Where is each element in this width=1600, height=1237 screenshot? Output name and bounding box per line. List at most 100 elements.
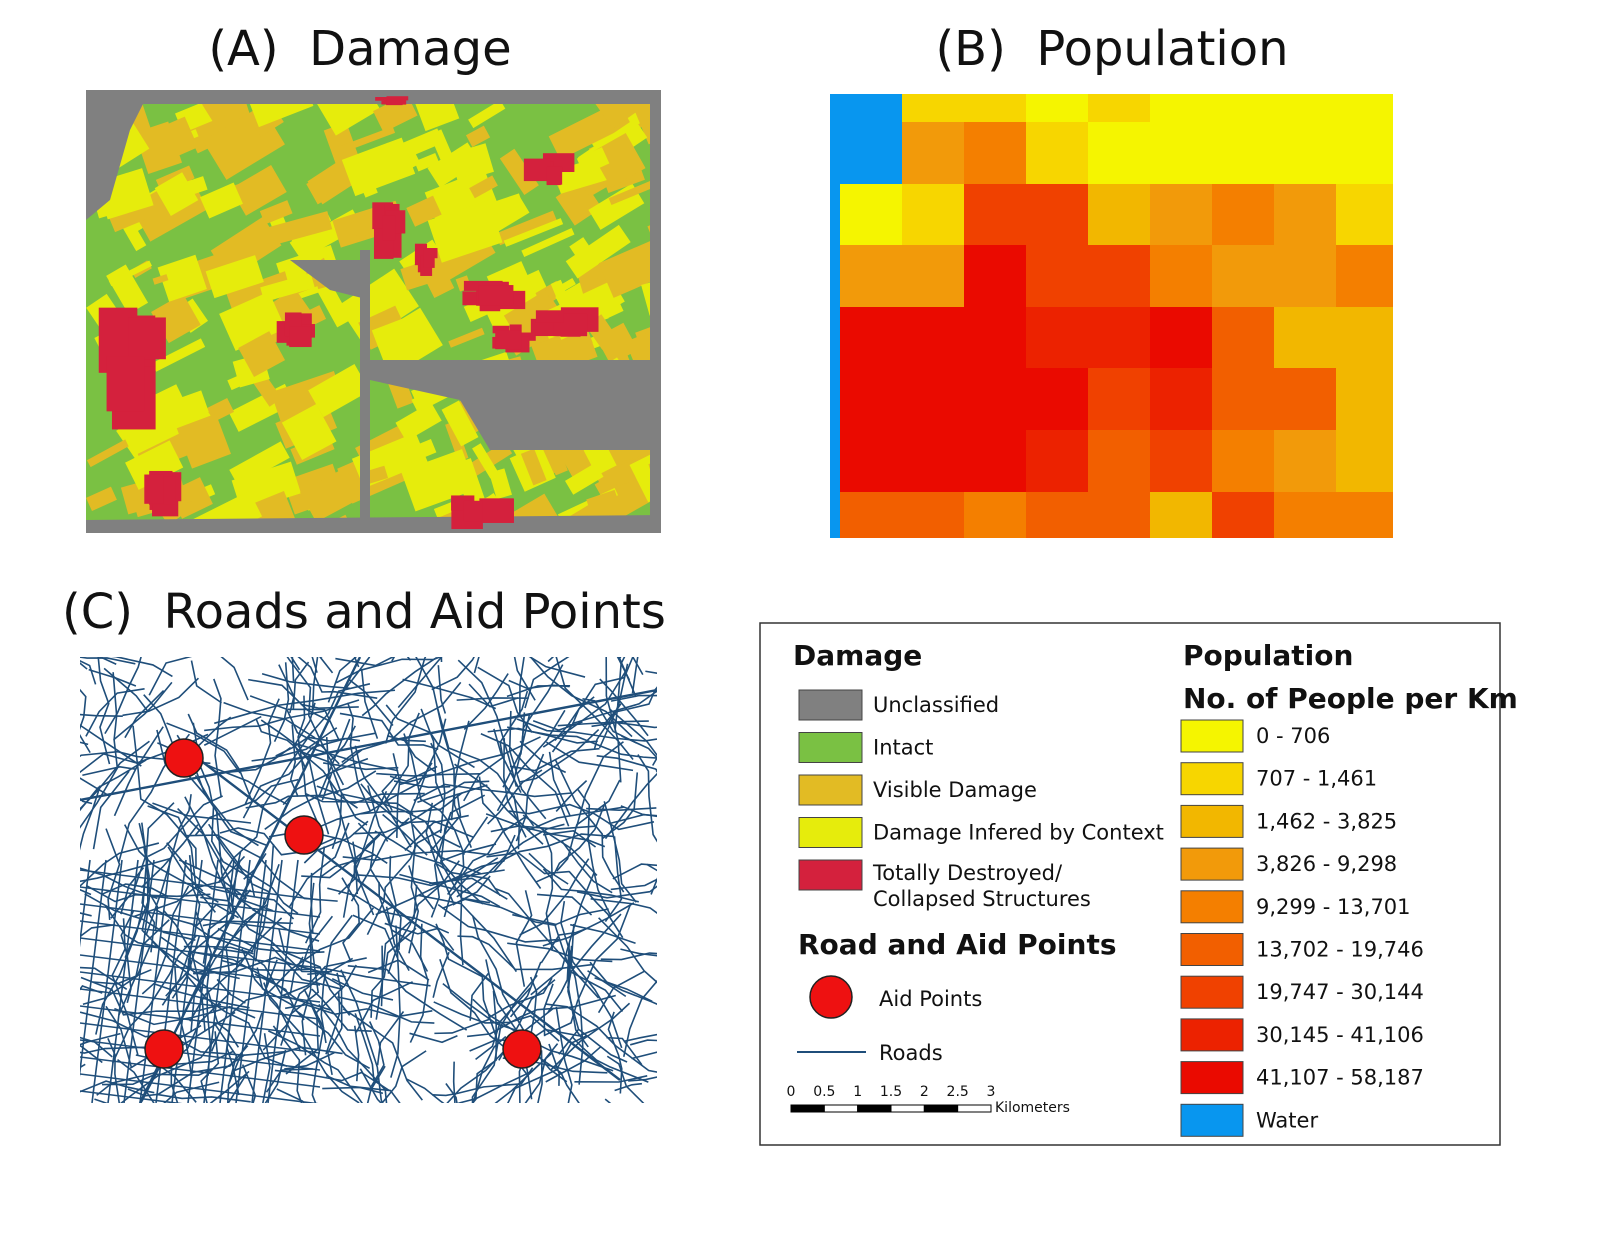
population-cell bbox=[1274, 492, 1336, 538]
road bbox=[319, 762, 433, 828]
road bbox=[80, 859, 91, 948]
road bbox=[570, 923, 636, 944]
road bbox=[310, 872, 314, 933]
road bbox=[360, 791, 464, 815]
road bbox=[243, 852, 267, 880]
road bbox=[229, 959, 278, 1016]
road bbox=[357, 869, 505, 887]
road bbox=[612, 863, 657, 880]
damage-map bbox=[86, 90, 661, 533]
population-cell bbox=[1212, 430, 1274, 492]
road bbox=[354, 745, 412, 848]
destroyed-patch bbox=[510, 332, 536, 341]
damage-patch bbox=[261, 211, 333, 248]
road bbox=[610, 694, 657, 702]
destroyed-patch bbox=[482, 498, 514, 523]
destroyed-patch bbox=[382, 215, 396, 241]
road bbox=[452, 816, 489, 889]
road bbox=[341, 877, 360, 962]
road bbox=[515, 890, 533, 987]
road bbox=[209, 1070, 250, 1103]
scale-segment bbox=[923, 1104, 959, 1113]
road bbox=[604, 772, 657, 840]
panel-title: (A) Damage bbox=[208, 21, 511, 77]
road bbox=[167, 846, 204, 892]
road bbox=[589, 961, 657, 1006]
road bbox=[138, 657, 362, 1103]
road bbox=[232, 1046, 343, 1073]
legend-label: 0 - 706 bbox=[1256, 724, 1330, 748]
road bbox=[567, 945, 589, 1048]
road bbox=[454, 763, 544, 845]
road bbox=[255, 718, 339, 794]
population-cell bbox=[902, 245, 964, 307]
road bbox=[606, 1036, 643, 1066]
destroyed-patch bbox=[478, 285, 514, 306]
damage-patch bbox=[499, 148, 539, 195]
road bbox=[385, 704, 475, 769]
road bbox=[127, 1088, 251, 1103]
population-cell bbox=[1274, 245, 1336, 307]
road bbox=[629, 1039, 657, 1046]
scale-segment bbox=[823, 1104, 859, 1113]
road bbox=[80, 1036, 113, 1058]
destroyed-patch bbox=[535, 310, 564, 323]
population-cell bbox=[1150, 368, 1212, 430]
legend-label: Totally Destroyed/ bbox=[872, 861, 1063, 885]
road bbox=[214, 689, 396, 725]
road bbox=[292, 661, 310, 710]
road bbox=[297, 744, 330, 835]
road bbox=[276, 1088, 305, 1103]
road bbox=[582, 698, 637, 744]
legend-heading: Damage bbox=[793, 639, 922, 672]
road bbox=[463, 690, 529, 802]
road bbox=[610, 878, 657, 891]
road bbox=[105, 1005, 133, 1068]
road bbox=[550, 1002, 631, 1071]
road bbox=[623, 1033, 657, 1043]
damage-patch bbox=[569, 237, 591, 258]
road bbox=[507, 726, 657, 759]
road bbox=[513, 795, 521, 850]
road bbox=[301, 935, 312, 1056]
road bbox=[522, 814, 598, 877]
road bbox=[143, 694, 173, 744]
road bbox=[301, 834, 381, 879]
road bbox=[367, 785, 389, 842]
road bbox=[80, 912, 92, 917]
road bbox=[280, 882, 320, 1046]
population-cell bbox=[1336, 122, 1393, 184]
road bbox=[418, 894, 518, 973]
road bbox=[84, 893, 196, 941]
road bbox=[368, 1021, 385, 1087]
damage-patch bbox=[629, 436, 661, 503]
damage-patch bbox=[86, 486, 117, 512]
road bbox=[614, 657, 626, 731]
road bbox=[193, 956, 346, 978]
road bbox=[409, 1032, 458, 1044]
road bbox=[587, 970, 627, 998]
population-cell bbox=[964, 368, 1026, 430]
legend-label: 30,145 - 41,106 bbox=[1256, 1023, 1424, 1047]
damage-patch bbox=[281, 403, 337, 461]
road bbox=[417, 780, 490, 803]
destroyed-patch bbox=[106, 356, 145, 412]
legend-swatch bbox=[1180, 1061, 1244, 1095]
road bbox=[337, 996, 435, 1024]
road bbox=[568, 870, 624, 939]
road bbox=[463, 673, 509, 731]
road bbox=[450, 720, 470, 821]
population-cell bbox=[1150, 430, 1212, 492]
road bbox=[598, 917, 657, 984]
road bbox=[220, 657, 249, 701]
legend-swatch bbox=[1180, 975, 1244, 1009]
destroyed-patch bbox=[523, 158, 551, 182]
road bbox=[291, 657, 295, 682]
damage-patch bbox=[503, 218, 564, 247]
road bbox=[80, 1073, 319, 1103]
road bbox=[217, 836, 299, 915]
road bbox=[80, 741, 89, 746]
population-cell bbox=[1026, 184, 1088, 245]
road bbox=[303, 988, 325, 1103]
road bbox=[605, 657, 622, 783]
